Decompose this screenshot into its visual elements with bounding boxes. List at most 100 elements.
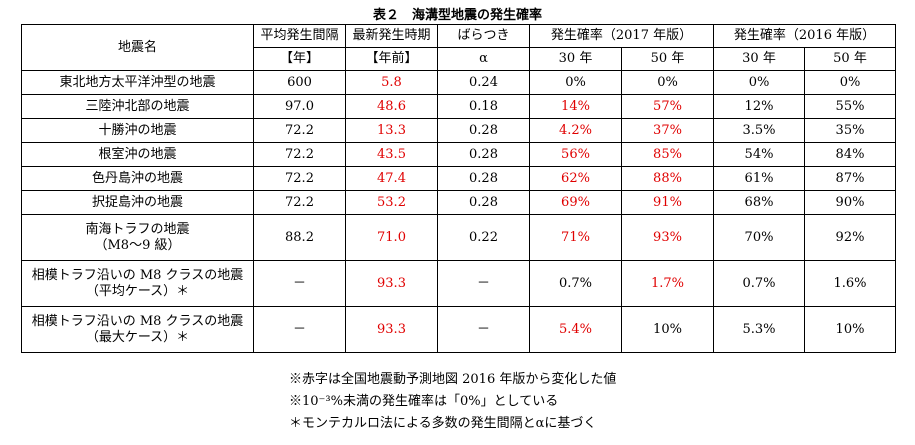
alpha-cell: 0.22 [437, 214, 530, 261]
prob-2017-30y-cell: 69% [529, 190, 622, 215]
prob-2017-30y-cell: 4.2% [529, 118, 622, 143]
prob-2017-50y-cell: 37% [621, 118, 714, 143]
interval-cell: 97.0 [253, 94, 346, 119]
earthquake-name: 三陸沖北部の地震 [85, 98, 190, 114]
latest-cell: 53.2 [345, 190, 438, 215]
prob-2016-30y-cell: 54% [713, 142, 805, 167]
interval-cell: － [253, 306, 346, 353]
table-row: 東北地方太平洋沖型の地震 600 5.8 0.24 0% 0% 0% 0% [21, 70, 896, 95]
latest-cell: 93.3 [345, 306, 438, 353]
prob-2017-30y-cell: 0% [529, 70, 622, 95]
latest-cell: 48.6 [345, 94, 438, 119]
prob-2017-30y-cell: 71% [529, 214, 622, 261]
prob-2016-30y-cell: 3.5% [713, 118, 805, 143]
interval-cell: 72.2 [253, 190, 346, 215]
prob-2017-50y-cell: 88% [621, 166, 714, 191]
footnote-zero-percent: ※10⁻³%未満の発生確率は「0%」としている [289, 394, 559, 409]
prob-2017-50y-cell: 57% [621, 94, 714, 119]
header-interval-unit: 【年】 [253, 47, 346, 71]
interval-cell: 600 [253, 70, 346, 95]
alpha-cell: 0.28 [437, 142, 530, 167]
header-variance-symbol: α [437, 47, 530, 71]
alpha-cell: 0.28 [437, 166, 530, 191]
earthquake-name: 色丹島沖の地震 [91, 170, 183, 186]
header-2016-50y: 50 年 [804, 47, 896, 71]
earthquake-name: 択捉島沖の地震 [91, 194, 183, 210]
prob-2016-50y-cell: 87% [804, 166, 896, 191]
header-prob-2017: 発生確率（2017 年版） [529, 24, 714, 48]
interval-cell: 72.2 [253, 166, 346, 191]
latest-cell: 71.0 [345, 214, 438, 261]
earthquake-name: 相模トラフ沿いの M8 クラスの地震 [31, 267, 244, 283]
prob-2017-50y-cell: 91% [621, 190, 714, 215]
header-prob-2016: 発生確率（2016 年版） [713, 24, 896, 48]
alpha-cell: － [437, 306, 530, 353]
prob-2017-50y-cell: 93% [621, 214, 714, 261]
earthquake-name-cell: 相模トラフ沿いの M8 クラスの地震 （平均ケース）＊ [21, 260, 254, 307]
table-row: 相模トラフ沿いの M8 クラスの地震 （平均ケース）＊－ 93.3 － 0.7% 1.7%… [21, 260, 896, 307]
header-row-1: 地震名 平均発生間隔 最新発生時期 ばらつき 発生確率（2017 年版） 発生確… [21, 24, 896, 71]
header-name: 地震名 [21, 24, 254, 71]
earthquake-name-cell: 三陸沖北部の地震 [21, 94, 254, 119]
header-2017-30y: 30 年 [529, 47, 622, 71]
earthquake-name-sub: （最大ケース）＊ [85, 329, 190, 345]
latest-cell: 5.8 [345, 70, 438, 95]
prob-2016-30y-cell: 70% [713, 214, 805, 261]
footnote-red-text: ※赤字は全国地震動予測地図 2016 年版から変化した値 [289, 372, 617, 387]
earthquake-name-cell: 択捉島沖の地震 [21, 190, 254, 215]
header-variance: ばらつき [437, 24, 530, 48]
prob-2017-30y-cell: 14% [529, 94, 622, 119]
header-interval: 平均発生間隔 [253, 24, 346, 48]
earthquake-name-sub: （M8〜9 級） [94, 237, 181, 253]
table-row: 根室沖の地震 72.2 43.5 0.28 56% 85% 54% 84% [21, 142, 896, 167]
header-2017-50y: 50 年 [621, 47, 714, 71]
earthquake-probability-table: 地震名 平均発生間隔 最新発生時期 ばらつき 発生確率（2017 年版） 発生確… [21, 24, 896, 353]
earthquake-name: 十勝沖の地震 [98, 122, 177, 138]
prob-2016-50y-cell: 0% [804, 70, 896, 95]
prob-2016-30y-cell: 0.7% [713, 260, 805, 307]
header-latest-unit: 【年前】 [345, 47, 438, 71]
earthquake-name-cell: 根室沖の地震 [21, 142, 254, 167]
prob-2017-50y-cell: 85% [621, 142, 714, 167]
prob-2016-30y-cell: 68% [713, 190, 805, 215]
prob-2017-50y-cell: 1.7% [621, 260, 714, 307]
earthquake-name-cell: 相模トラフ沿いの M8 クラスの地震 （最大ケース）＊ [21, 306, 254, 353]
earthquake-name-cell: 十勝沖の地震 [21, 118, 254, 143]
earthquake-name: 東北地方太平洋沖型の地震 [59, 74, 216, 90]
prob-2016-50y-cell: 1.6% [804, 260, 896, 307]
table-row: 相模トラフ沿いの M8 クラスの地震 （最大ケース）＊－ 93.3 － 5.4% 10% 5… [21, 306, 896, 353]
earthquake-name: 相模トラフ沿いの M8 クラスの地震 [31, 313, 244, 329]
earthquake-name-cell: 東北地方太平洋沖型の地震 [21, 70, 254, 95]
earthquake-name-sub: （平均ケース）＊ [85, 283, 190, 299]
alpha-cell: 0.18 [437, 94, 530, 119]
earthquake-name: 根室沖の地震 [98, 146, 177, 162]
footnote-monte-carlo: ＊モンテカルロ法による多数の発生間隔とαに基づく [289, 416, 597, 431]
prob-2017-30y-cell: 5.4% [529, 306, 622, 353]
prob-2017-50y-cell: 10% [621, 306, 714, 353]
prob-2017-30y-cell: 56% [529, 142, 622, 167]
header-2016-30y: 30 年 [713, 47, 805, 71]
table-title: 表２ 海溝型地震の発生確率 [372, 8, 542, 23]
prob-2016-30y-cell: 0% [713, 70, 805, 95]
interval-cell: 72.2 [253, 118, 346, 143]
prob-2017-30y-cell: 62% [529, 166, 622, 191]
latest-cell: 13.3 [345, 118, 438, 143]
header-latest: 最新発生時期 [345, 24, 438, 48]
alpha-cell: 0.28 [437, 118, 530, 143]
earthquake-name-cell: 南海トラフの地震 （M8〜9 級） [21, 214, 254, 261]
interval-cell: 72.2 [253, 142, 346, 167]
alpha-cell: 0.24 [437, 70, 530, 95]
table-row: 十勝沖の地震 72.2 13.3 0.28 4.2% 37% 3.5% 35% [21, 118, 896, 143]
prob-2017-30y-cell: 0.7% [529, 260, 622, 307]
header-row-2: 【年】 【年前】 α 30 年 50 年 30 年 50 年 [22, 47, 896, 71]
table-row: 択捉島沖の地震 72.2 53.2 0.28 69% 91% 68% 90% [21, 190, 896, 215]
prob-2016-50y-cell: 35% [804, 118, 896, 143]
latest-cell: 47.4 [345, 166, 438, 191]
earthquake-name-cell: 色丹島沖の地震 [21, 166, 254, 191]
table-row: 三陸沖北部の地震 97.0 48.6 0.18 14% 57% 12% 55% [21, 94, 896, 119]
alpha-cell: － [437, 260, 530, 307]
alpha-cell: 0.28 [437, 190, 530, 215]
earthquake-name: 南海トラフの地震 [85, 221, 190, 237]
prob-2016-30y-cell: 5.3% [713, 306, 805, 353]
table-row: 南海トラフの地震 （M8〜9 級） 88.2 71.0 0.22 71% 93% 70% 92% [21, 214, 896, 261]
